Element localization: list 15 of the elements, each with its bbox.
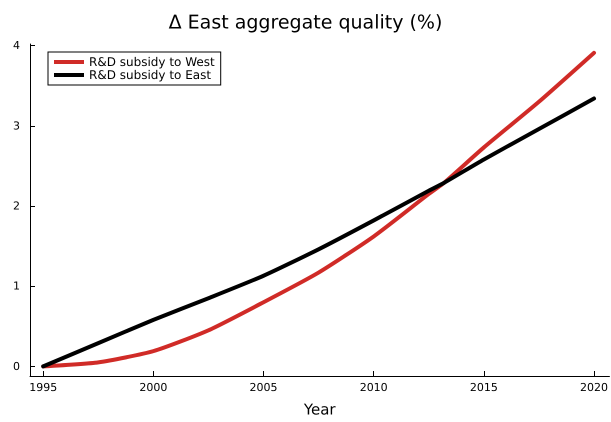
x-tick-label: 2005 [250, 381, 278, 394]
y-tick-label: 0 [13, 360, 20, 373]
x-axis-title: Year [302, 400, 336, 418]
x-tick-label: 2020 [580, 381, 608, 394]
y-tick-label: 1 [13, 280, 20, 293]
y-tick-label: 4 [13, 39, 20, 52]
legend-label: R&D subsidy to East [89, 68, 212, 82]
chart-title: Δ East aggregate quality (%) [168, 12, 442, 34]
x-tick-label: 2000 [139, 381, 168, 394]
x-tick-label: 2015 [470, 381, 498, 394]
y-tick-label: 3 [13, 119, 20, 132]
x-tick-label: 1995 [29, 381, 58, 394]
x-tick-label: 2010 [360, 381, 388, 394]
legend-label: R&D subsidy to West [89, 55, 215, 69]
y-tick-label: 2 [13, 199, 20, 212]
